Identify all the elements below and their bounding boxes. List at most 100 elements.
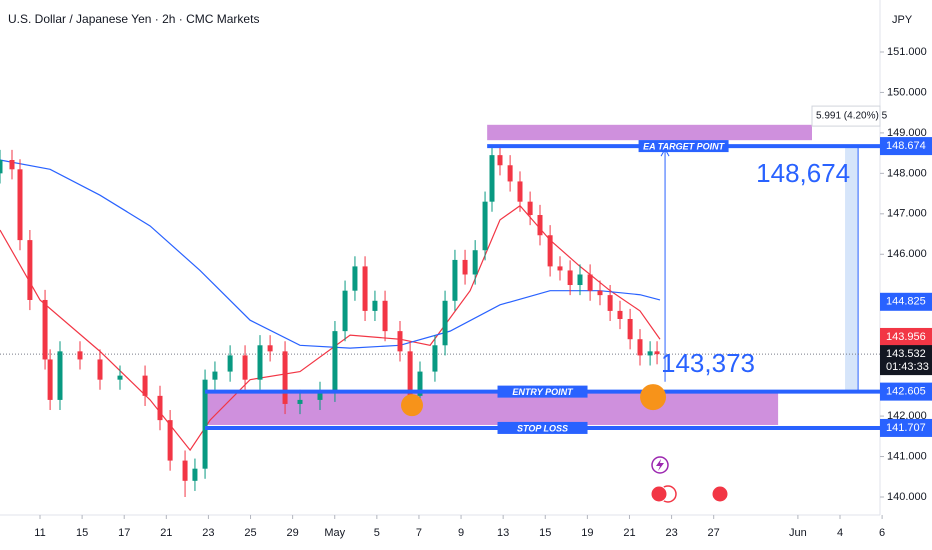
price-badge-label: 141.707	[886, 422, 926, 434]
x-tick-label: 11	[34, 527, 45, 539]
x-tick-label: 7	[416, 527, 422, 539]
candle-body	[597, 290, 603, 296]
candle-body	[242, 355, 248, 380]
y-tick-label: 147.000	[887, 208, 927, 220]
candle-body	[517, 181, 523, 202]
measure-range	[845, 146, 859, 392]
level-label-bg	[497, 385, 588, 398]
price-timer: 01:43:33	[886, 361, 929, 373]
x-tick-label: 15	[76, 527, 88, 539]
level-label: STOP LOSS	[517, 423, 568, 433]
x-tick-label: 29	[287, 527, 299, 539]
candle-body	[637, 339, 643, 356]
candle-body	[587, 274, 593, 291]
candle-body	[212, 371, 218, 380]
candle-body	[607, 295, 613, 311]
candle-body	[417, 371, 423, 396]
annotation: 143,373	[661, 348, 755, 378]
x-tick-label: 23	[665, 527, 677, 539]
price-badge-label: 144.825	[886, 296, 926, 308]
moving-average	[0, 159, 661, 349]
candle-body	[47, 359, 53, 400]
level-label: ENTRY POINT	[512, 387, 574, 397]
candle-body	[317, 391, 323, 400]
candle-body	[432, 345, 438, 372]
candle-body	[267, 345, 273, 352]
x-tick-label: 4	[837, 527, 843, 539]
candle-body	[617, 310, 623, 319]
measure-label: 5.991 (4.20%) 5	[816, 111, 888, 122]
candle-body	[167, 420, 173, 461]
measure-box	[811, 105, 881, 127]
candle-body	[282, 351, 288, 404]
candle-body	[372, 300, 378, 311]
candle-body	[382, 300, 388, 332]
candle-body	[462, 259, 468, 275]
candle-body	[647, 351, 653, 356]
candle-body	[17, 169, 23, 241]
price-badge	[880, 345, 932, 376]
candle-body	[627, 318, 633, 340]
x-tick-label: 19	[581, 527, 593, 539]
price-badge-label: 143.956	[886, 331, 926, 343]
y-tick-label: 148.000	[887, 167, 927, 179]
candle-body	[157, 395, 163, 421]
price-badge-label: 143.532	[886, 348, 926, 360]
y-tick-label: 151.000	[887, 46, 927, 58]
candle-body	[567, 270, 573, 286]
candle-body	[77, 351, 83, 360]
event-icon	[711, 485, 729, 503]
candle-body	[352, 266, 358, 291]
candle-body	[117, 375, 123, 380]
price-badge	[880, 382, 932, 401]
event-icon	[650, 485, 668, 503]
candle-body	[362, 266, 368, 311]
candle-body	[452, 259, 458, 301]
chart-title: U.S. Dollar / Japanese Yen · 2h · CMC Ma…	[8, 12, 259, 26]
candle-body	[297, 399, 303, 404]
zone	[487, 124, 812, 141]
candle-body	[257, 345, 263, 380]
x-tick-label: 21	[160, 527, 172, 539]
marker	[640, 384, 667, 411]
x-tick-label: 15	[539, 527, 551, 539]
candle-body	[407, 351, 413, 396]
event-icon	[656, 459, 664, 471]
x-tick-label: 27	[708, 527, 720, 539]
candle-body	[202, 379, 208, 469]
annotation: 148,674	[756, 158, 850, 188]
candle-body	[342, 290, 348, 332]
candle-body	[577, 274, 583, 286]
event-icons	[650, 456, 729, 503]
level-label-bg	[497, 421, 588, 434]
arrow-head	[660, 148, 670, 157]
candle-body	[547, 235, 553, 267]
candle-body	[97, 359, 103, 380]
x-tick-label: 17	[118, 527, 130, 539]
candle-body	[9, 160, 15, 170]
candle-body	[57, 351, 63, 400]
x-tick-label: 21	[623, 527, 635, 539]
level-label: EA TARGET POINT	[643, 141, 726, 151]
x-tick-label: 6	[879, 527, 885, 539]
candle-body	[557, 266, 563, 271]
price-badge	[880, 292, 932, 311]
candle-body	[489, 155, 495, 202]
candle-body	[497, 155, 503, 166]
level-label-bg	[638, 140, 729, 153]
candle-body	[192, 468, 198, 481]
candle-body	[0, 160, 3, 174]
y-tick-label: 141.000	[887, 450, 927, 462]
price-badge-label: 148.674	[886, 140, 926, 152]
candle-body	[227, 355, 233, 372]
price-badge	[880, 137, 932, 156]
candle-body	[332, 331, 338, 392]
x-tick-label: 25	[244, 527, 256, 539]
marker	[401, 394, 423, 417]
y-tick-label: 149.000	[887, 127, 927, 139]
x-tick-label: May	[324, 527, 345, 539]
candle-body	[482, 201, 488, 251]
currency: JPY	[892, 14, 913, 26]
price-badge	[880, 418, 932, 437]
